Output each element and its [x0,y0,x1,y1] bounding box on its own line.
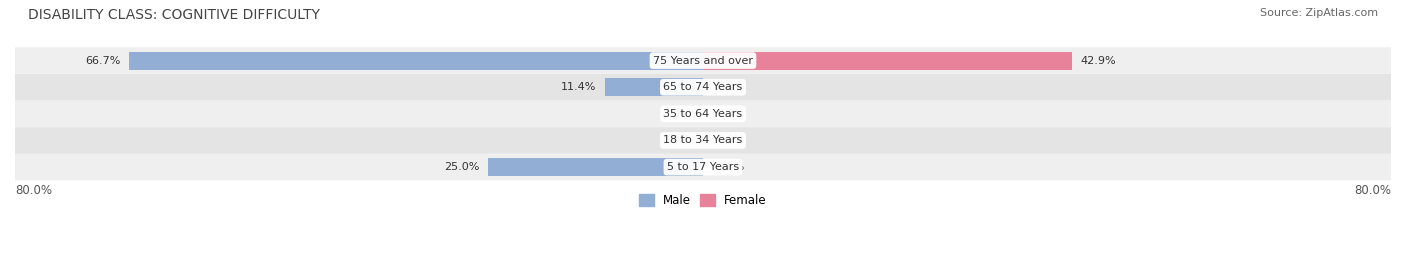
Text: Source: ZipAtlas.com: Source: ZipAtlas.com [1260,8,1378,18]
Text: 25.0%: 25.0% [444,162,479,172]
Text: 80.0%: 80.0% [1354,184,1391,197]
Text: 42.9%: 42.9% [1081,56,1116,66]
Bar [129,52,703,70]
FancyBboxPatch shape [15,154,1391,180]
Bar [488,158,703,176]
Text: 0.0%: 0.0% [716,162,744,172]
Text: 0.0%: 0.0% [662,136,690,146]
FancyBboxPatch shape [15,47,1391,74]
Text: 66.7%: 66.7% [86,56,121,66]
Text: 80.0%: 80.0% [15,184,52,197]
Text: 75 Years and over: 75 Years and over [652,56,754,66]
FancyBboxPatch shape [15,127,1391,154]
Text: 65 to 74 Years: 65 to 74 Years [664,82,742,92]
FancyBboxPatch shape [15,101,1391,127]
Text: DISABILITY CLASS: COGNITIVE DIFFICULTY: DISABILITY CLASS: COGNITIVE DIFFICULTY [28,8,321,22]
Text: 18 to 34 Years: 18 to 34 Years [664,136,742,146]
Text: 5 to 17 Years: 5 to 17 Years [666,162,740,172]
Legend: Male, Female: Male, Female [634,189,772,212]
Text: 0.0%: 0.0% [716,82,744,92]
Text: 35 to 64 Years: 35 to 64 Years [664,109,742,119]
Text: 0.0%: 0.0% [716,136,744,146]
FancyBboxPatch shape [15,74,1391,101]
Bar [703,52,1071,70]
Text: 0.0%: 0.0% [716,109,744,119]
Text: 11.4%: 11.4% [561,82,596,92]
Text: 0.0%: 0.0% [662,109,690,119]
Bar [605,78,703,96]
